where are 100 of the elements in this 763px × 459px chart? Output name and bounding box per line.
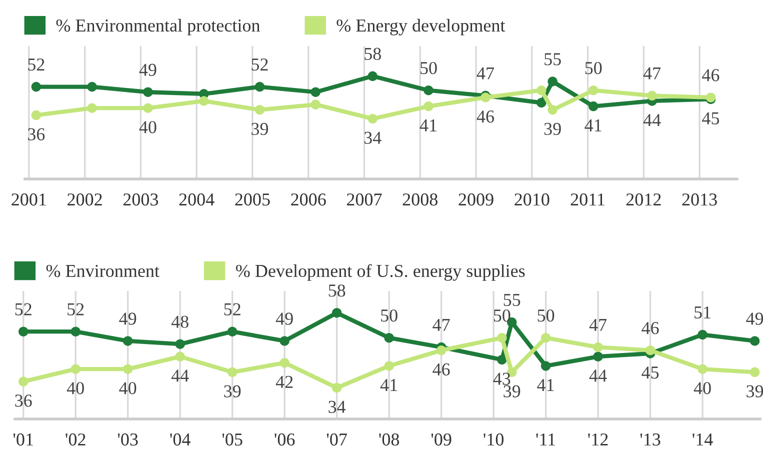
point [536,98,546,108]
point [548,76,558,86]
data-label: 55 [544,53,561,66]
data-label: 39 [224,385,241,398]
data-label: 50 [585,62,602,74]
point [31,82,42,92]
point [497,332,507,343]
point [254,82,265,92]
legend-label: % Environmental protection [56,18,260,36]
data-label: 44 [589,370,607,382]
data-label: 48 [171,316,188,328]
point [280,358,290,368]
data-label: 52 [68,303,84,316]
point [698,330,708,340]
data-label: 40 [66,382,84,394]
x-tick-label: '08 [379,433,400,446]
point [122,336,133,346]
data-label: 49 [119,312,136,325]
data-label: 52 [224,303,240,316]
data-label: 44 [171,370,189,382]
x-tick-label: 2006 [291,193,326,206]
point [198,96,209,106]
point [18,326,28,336]
point [227,367,238,378]
x-tick-label: '03 [118,433,138,446]
data-label: 44 [643,114,661,126]
data-label: 50 [381,309,398,322]
data-label: 40 [119,382,136,394]
data-label: 52 [15,303,32,316]
point [310,87,320,97]
data-label: 34 [364,132,382,144]
point [593,342,603,352]
point [175,339,185,349]
point [368,71,378,82]
data-label: 52 [252,58,268,71]
point [143,87,153,97]
data-label: 40 [694,382,711,394]
point [384,361,394,371]
point [175,352,185,362]
data-label: 50 [538,309,554,322]
x-tick-label: 2002 [68,193,102,206]
x-tick-label: 2013 [682,193,717,206]
point [593,352,603,362]
legend-label: % Development of U.S. energy supplies [236,264,525,281]
point [18,376,28,386]
point [540,361,551,371]
point [70,364,80,374]
data-label: 50 [494,309,510,322]
point [588,85,598,96]
x-tick-label: 2004 [179,193,214,206]
legend-label: % Energy development [336,18,506,36]
point [540,332,551,343]
data-label: 55 [504,294,520,306]
data-label: 46 [476,110,494,123]
point [436,345,446,356]
point [70,326,80,336]
point [698,364,708,374]
point [497,354,507,365]
data-label: 47 [589,318,607,331]
point [750,367,760,378]
data-label: 46 [432,363,450,376]
point [227,326,238,336]
data-label: 52 [28,58,44,71]
x-tick-label: 2001 [12,193,46,206]
point [647,90,657,101]
x-tick-label: '09 [431,433,452,446]
x-tick-label: '04 [170,433,190,446]
point [280,336,290,346]
data-label: 41 [537,379,554,391]
data-label: 49 [276,312,293,325]
point [332,308,342,318]
data-label: 34 [328,400,346,413]
data-label: 47 [643,67,661,80]
data-label: 47 [432,318,450,331]
data-label: 58 [328,284,346,297]
point [588,101,598,112]
x-tick-label: '05 [222,433,242,446]
x-tick-label: 2008 [402,193,438,206]
point [384,332,394,343]
data-label: 40 [139,121,156,134]
x-tick-label: '11 [536,434,556,446]
x-tick-label: 2007 [346,193,382,206]
data-label: 49 [139,64,156,76]
data-label: 39 [544,122,561,136]
data-label: 41 [380,379,398,391]
x-tick-label: 2012 [626,193,661,206]
point [31,110,42,120]
data-label: 58 [364,48,381,60]
point [122,364,133,374]
x-tick-label: '14 [692,434,713,446]
point [645,345,656,356]
x-tick-label: '13 [640,433,660,446]
data-label: 41 [584,119,602,132]
x-tick-label: '07 [326,433,347,446]
point [424,101,434,112]
data-label: 39 [504,385,520,398]
x-tick-label: '06 [274,433,295,446]
x-tick-label: '10 [484,433,504,446]
x-tick-label: '12 [588,433,608,446]
point [143,103,153,113]
